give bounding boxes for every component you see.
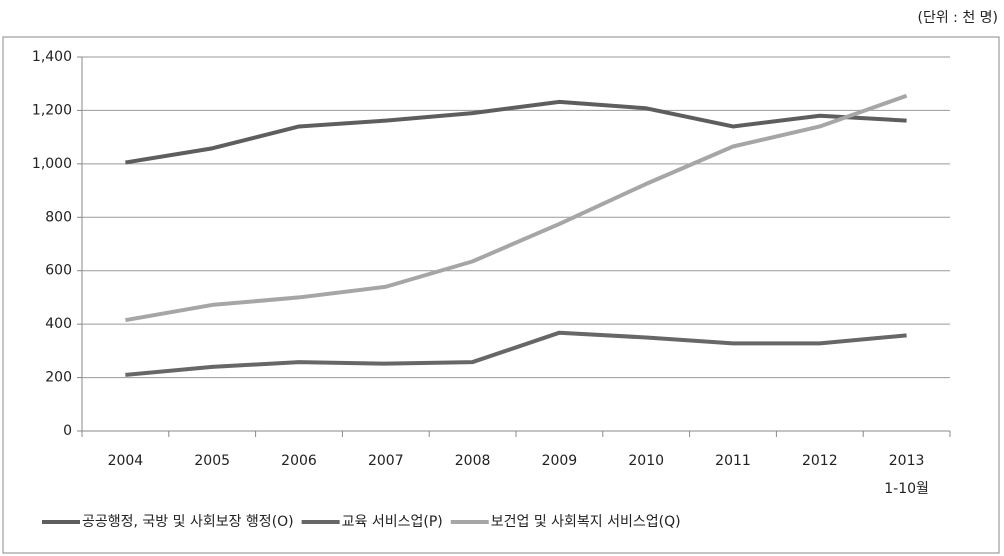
x-tick-label: 2009 xyxy=(542,453,578,469)
y-tick-label: 200 xyxy=(45,370,72,386)
legend-label: 공공행정, 국방 및 사회보장 행정(O) xyxy=(82,514,294,530)
y-tick-label: 1,400 xyxy=(32,49,72,65)
series-line xyxy=(125,99,907,165)
x-tick-label: 2004 xyxy=(108,453,144,469)
y-tick-label: 600 xyxy=(45,263,72,279)
unit-note: (단위 : 천 명) xyxy=(917,10,998,26)
y-tick-label: 400 xyxy=(45,316,72,332)
x-tick-label: 2011 xyxy=(715,453,751,469)
legend-label: 교육 서비스업(P) xyxy=(342,514,443,530)
legend-label: 보건업 및 사회복지 서비스업(Q) xyxy=(491,514,681,530)
y-tick-label: 1,200 xyxy=(32,102,72,118)
y-tick-label: 800 xyxy=(45,209,72,225)
x-tick-label: 2013 xyxy=(889,453,925,469)
y-tick-label: 1,000 xyxy=(32,156,72,172)
x-tick-label: 2008 xyxy=(455,453,491,469)
x-tick-label: 2012 xyxy=(802,453,838,469)
x-tick-label: 2007 xyxy=(368,453,404,469)
x-tick-label: 2010 xyxy=(628,453,664,469)
series-line xyxy=(125,93,908,323)
x-tick-note: 1-10월 xyxy=(884,481,929,497)
series-line xyxy=(125,330,907,377)
x-tick-label: 2005 xyxy=(194,453,230,469)
y-tick-label: 0 xyxy=(63,423,72,439)
x-tick-label: 2006 xyxy=(281,453,317,469)
